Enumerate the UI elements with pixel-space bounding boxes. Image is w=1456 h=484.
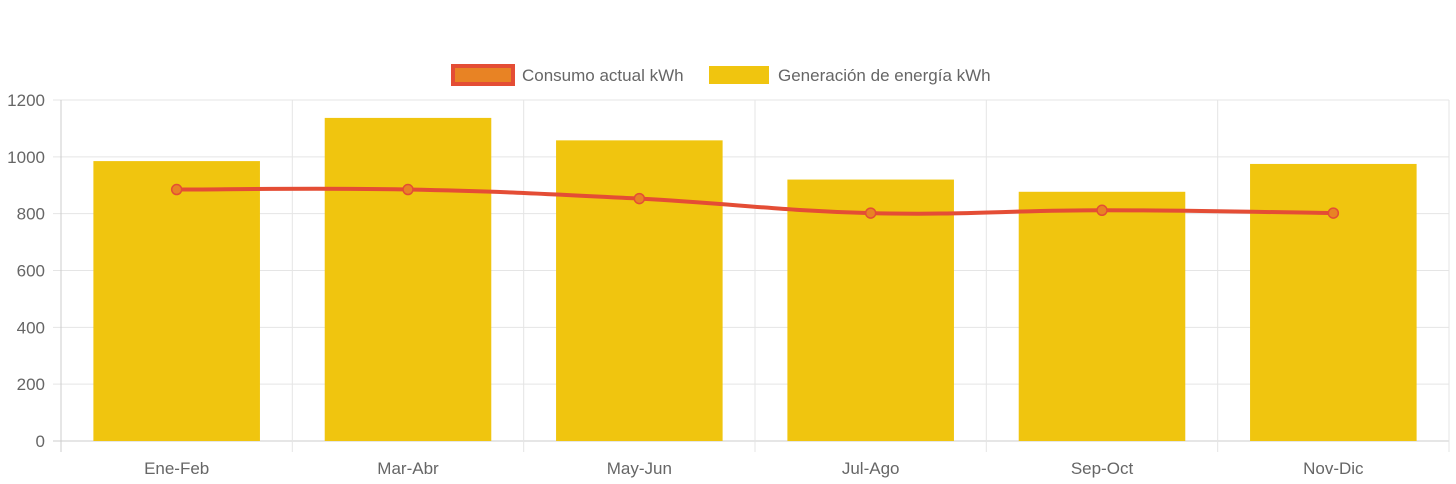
bar-generacion-jul-ago[interactable] — [787, 179, 954, 442]
line-layer — [170, 183, 1340, 219]
point-consumo-nov-dic[interactable] — [1327, 207, 1340, 219]
x-tick-label: Ene-Feb — [144, 459, 209, 478]
legend-item-consumo[interactable]: Consumo actual kWh — [451, 64, 684, 86]
x-tick-label: May-Jun — [607, 459, 672, 478]
legend-label-generacion: Generación de energía kWh — [778, 66, 991, 85]
legend-label-consumo: Consumo actual kWh — [522, 66, 684, 85]
bar-generacion-sep-oct[interactable] — [1018, 191, 1186, 441]
legend-swatch-consumo — [451, 64, 515, 86]
bar-generacion-mar-abr[interactable] — [324, 117, 492, 441]
y-tick-label: 400 — [17, 318, 45, 337]
axis-layer: 0 200 400 600 800 1000 1200 Ene-Feb Mar-Abr May-J… — [7, 91, 1364, 478]
point-consumo-may-jun[interactable] — [633, 192, 646, 205]
x-tick-label: Sep-Oct — [1071, 459, 1134, 478]
point-consumo-mar-abr[interactable] — [402, 183, 414, 196]
legend: Consumo actual kWh Generación de energía… — [451, 64, 991, 86]
y-tick-label: 1200 — [7, 91, 45, 110]
x-tick-label: Jul-Ago — [842, 459, 900, 478]
legend-item-generacion[interactable]: Generación de energía kWh — [709, 66, 991, 85]
y-tick-label: 600 — [17, 262, 45, 281]
legend-swatch-generacion — [709, 66, 769, 84]
point-consumo-ene-feb[interactable] — [170, 183, 183, 196]
y-tick-label: 0 — [36, 432, 45, 451]
bar-generacion-ene-feb[interactable] — [93, 161, 260, 442]
point-consumo-jul-ago[interactable] — [864, 207, 877, 219]
bar-generacion-may-jun[interactable] — [556, 140, 723, 441]
x-tick-label: Nov-Dic — [1303, 459, 1364, 478]
point-consumo-sep-oct[interactable] — [1096, 204, 1108, 217]
grid-layer — [53, 99, 1450, 452]
line-consumo — [174, 186, 1336, 216]
y-tick-label: 800 — [17, 205, 45, 224]
y-tick-label: 1000 — [7, 148, 45, 167]
y-tick-label: 200 — [17, 375, 45, 394]
bar-generacion-nov-dic[interactable] — [1250, 163, 1417, 441]
x-tick-label: Mar-Abr — [377, 459, 439, 478]
